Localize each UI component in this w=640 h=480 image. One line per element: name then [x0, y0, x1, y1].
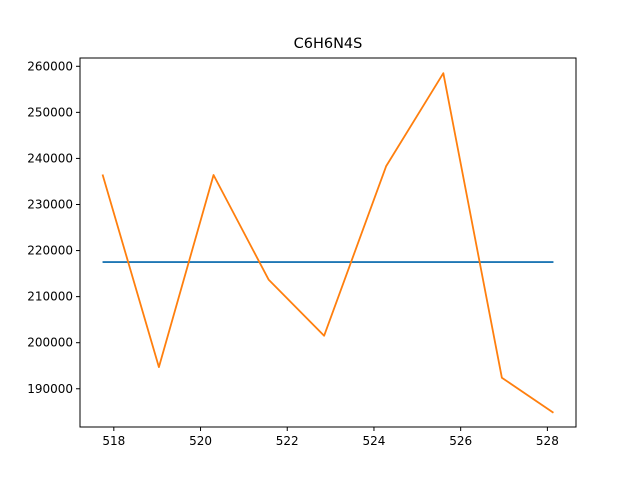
plot-frame	[79, 57, 577, 428]
series-line-1	[101, 72, 554, 414]
y-tick-label: 210000	[27, 290, 73, 304]
x-tick-label: 520	[189, 434, 212, 448]
series-layer	[101, 72, 554, 414]
x-tick-label: 518	[102, 434, 125, 448]
y-tick-label: 230000	[27, 197, 73, 211]
x-tick-label: 528	[536, 434, 559, 448]
x-tick-label: 522	[276, 434, 299, 448]
y-tick-label: 220000	[27, 244, 73, 258]
axes-layer: 518 520 522 524 526 528 190000 200000 210000 2200…	[27, 57, 577, 448]
y-tick-label: 240000	[27, 151, 73, 165]
y-tick-label: 200000	[27, 336, 73, 350]
y-tick-label: 250000	[27, 105, 73, 119]
y-tick-label: 260000	[27, 59, 73, 73]
y-tick-label: 190000	[27, 382, 73, 396]
x-tick-label: 524	[363, 434, 386, 448]
chart-title: C6H6N4S	[294, 36, 363, 52]
x-tick-label: 526	[449, 434, 472, 448]
